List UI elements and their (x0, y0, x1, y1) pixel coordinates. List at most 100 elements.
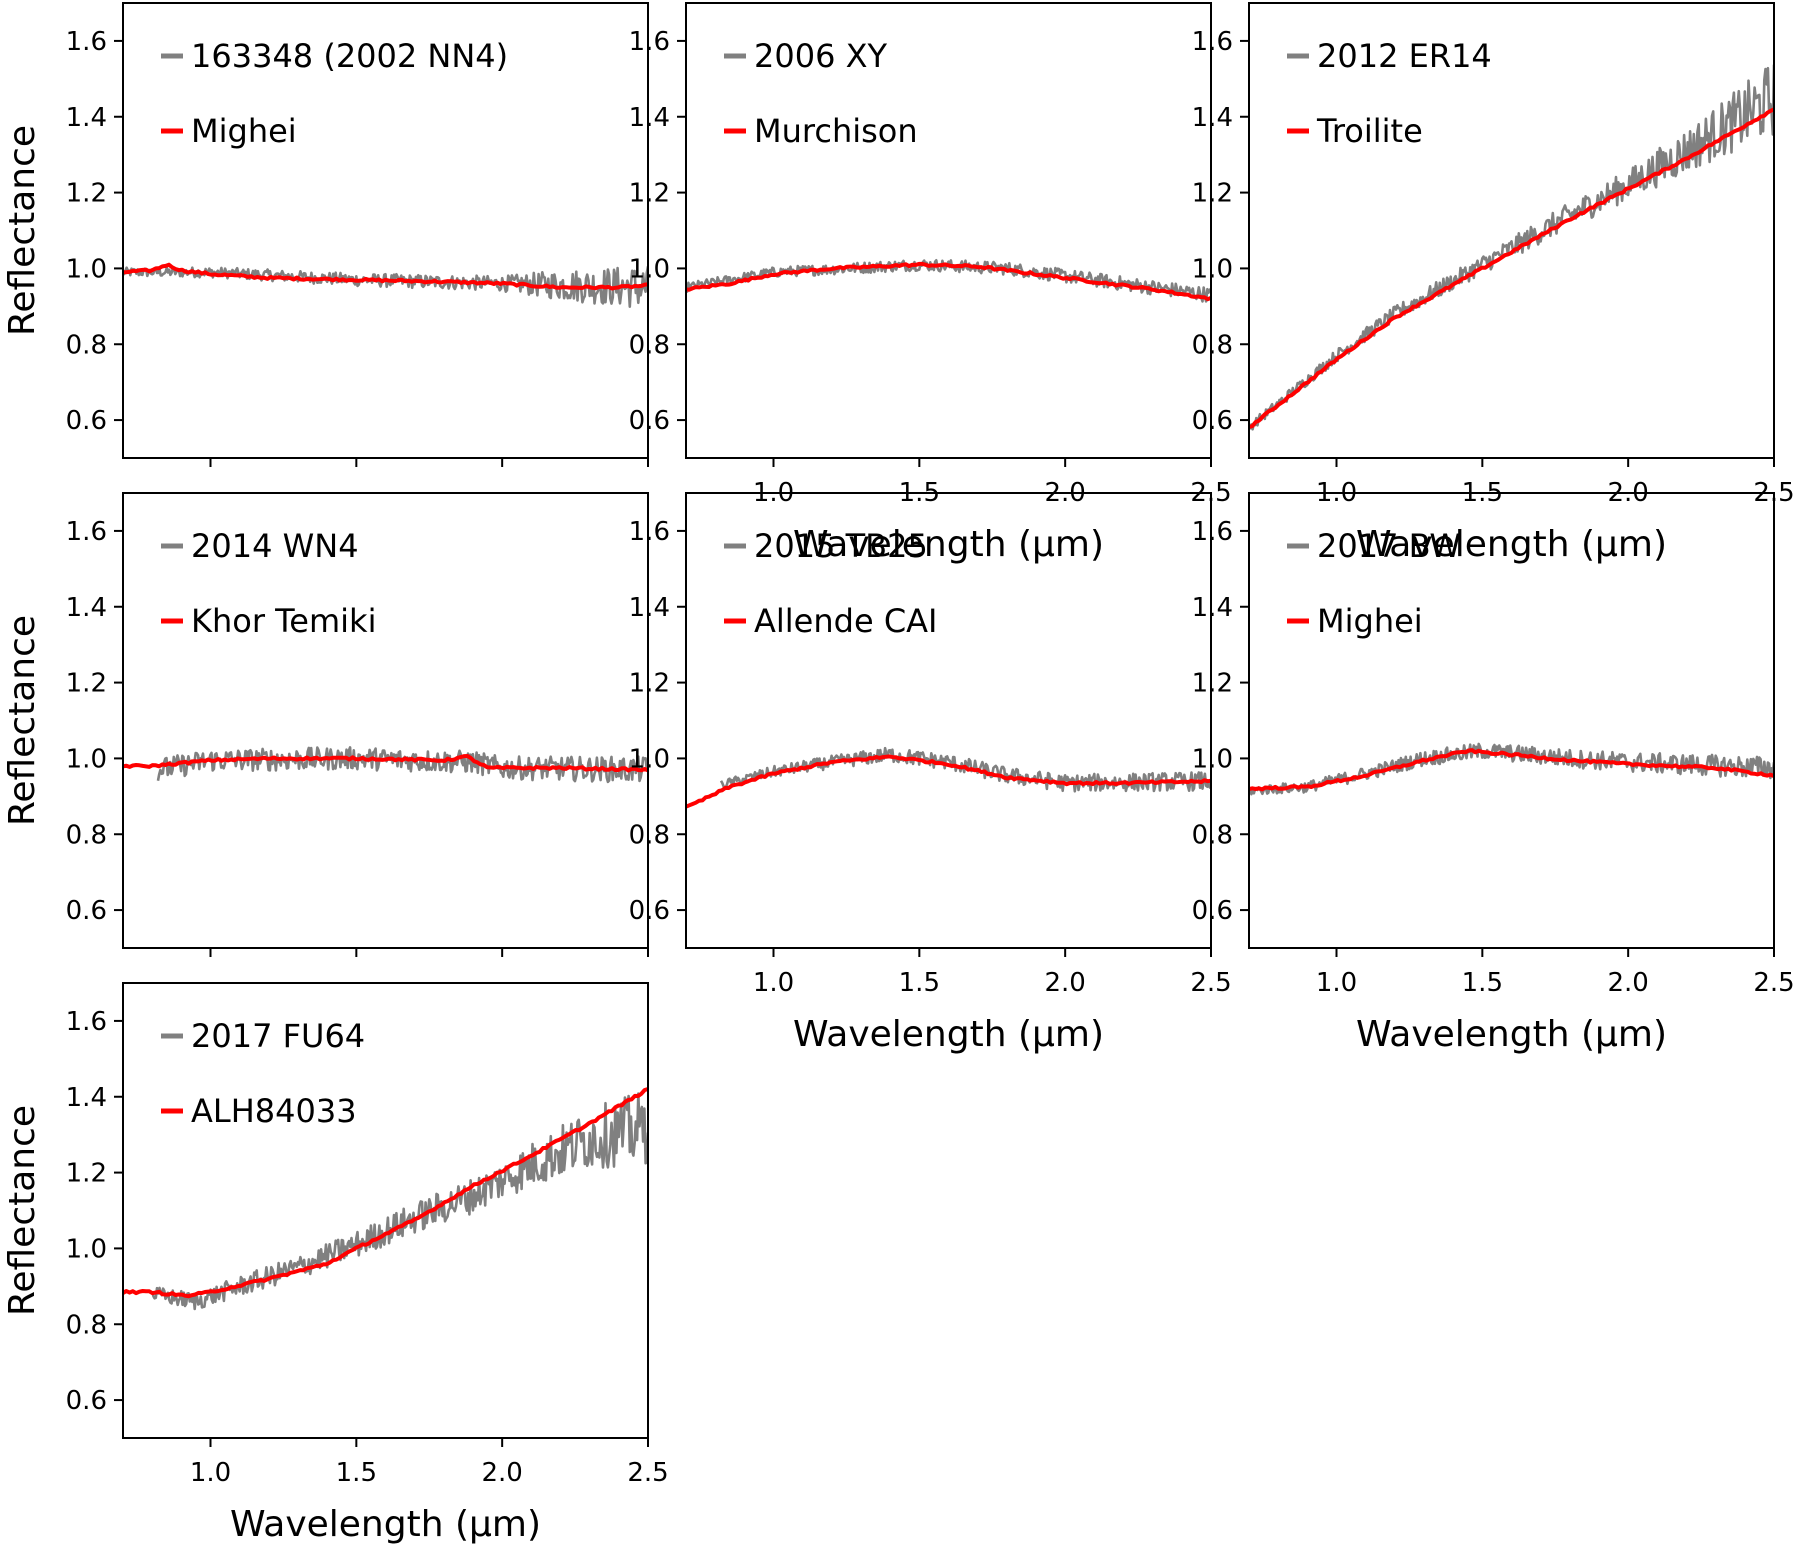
panel-2014-wn4: 0.6 0.8 1.0 1.2 1.4 1.6 Reflectance 2014 WN4 Kho… (2, 492, 649, 957)
y-tick-label: 0.8 (629, 330, 670, 360)
y-tick-label: 1.2 (66, 179, 107, 209)
legend: 2006 XY Murchison (724, 37, 918, 150)
x-tick-label: 2.0 (1044, 968, 1085, 998)
series-line-murchison (686, 261, 1211, 302)
y-tick-label: 1.0 (1192, 744, 1233, 774)
legend-label: Khor Temiki (191, 602, 376, 640)
y-tick-label: 0.8 (1192, 330, 1233, 360)
y-tick-label: 1.2 (629, 669, 670, 699)
x-axis-label: Wavelength (μm) (230, 1504, 541, 1545)
legend-label: Murchison (754, 112, 918, 150)
y-tick-label: 1.6 (66, 517, 107, 547)
series-line-troilite (1249, 107, 1774, 429)
x-axis-label: Wavelength (μm) (793, 1014, 1104, 1055)
y-axis-label: Reflectance (2, 1105, 43, 1316)
y-tick-label: 0.6 (66, 1386, 107, 1416)
axes-frame (122, 982, 649, 1439)
plot-area (686, 746, 1211, 809)
y-tick-label: 1.0 (629, 744, 670, 774)
x-tick-label: 1.0 (753, 968, 794, 998)
axes-frame (122, 492, 649, 949)
legend-label: Mighei (1317, 602, 1423, 640)
legend: 2017 BW Mighei (1287, 527, 1461, 640)
legend: 2015 TB25 Allende CAI (724, 527, 937, 640)
legend: 2014 WN4 Khor Temiki (161, 527, 376, 640)
series-line-2017-fu64 (150, 1092, 648, 1311)
y-tick-label: 1.0 (66, 254, 107, 284)
x-axis-label: Wavelength (μm) (793, 524, 1104, 565)
x-tick-label: 1.5 (899, 968, 940, 998)
y-tick-label: 1.4 (1192, 593, 1233, 623)
y-tick-label: 0.6 (1192, 406, 1233, 436)
x-tick-label: 1.5 (1462, 968, 1503, 998)
legend-label: 2012 ER14 (1317, 37, 1492, 75)
y-tick-label: 1.0 (1192, 254, 1233, 284)
y-tick-label: 1.0 (66, 1234, 107, 1264)
x-tick-label: 2.5 (1753, 968, 1794, 998)
y-axis-label: Reflectance (2, 615, 43, 826)
y-tick-label: 0.6 (629, 896, 670, 926)
series-line-2014-wn4 (156, 746, 648, 784)
y-axis-label: Reflectance (2, 125, 43, 336)
series-line-163348-2002-nn4 (123, 266, 648, 308)
y-tick-label: 0.8 (66, 1310, 107, 1340)
y-tick-label: 0.8 (66, 330, 107, 360)
y-tick-label: 1.4 (1192, 103, 1233, 133)
y-tick-label: 0.8 (66, 820, 107, 850)
legend-label: 163348 (2002 NN4) (191, 37, 508, 75)
plot-area (123, 746, 648, 784)
series-line-mighei (123, 262, 648, 291)
x-tick-label: 2.5 (627, 1458, 668, 1488)
axes-frame (1248, 2, 1775, 459)
y-tick-label: 1.0 (66, 744, 107, 774)
series-line-mighei (1249, 748, 1774, 792)
legend-label: 2015 TB25 (754, 527, 928, 565)
series-line-khor-temiki (123, 754, 648, 773)
legend: 2017 FU64 ALH84033 (161, 1017, 365, 1130)
y-tick-label: 1.4 (629, 593, 670, 623)
panel-2017-fu64: 0.6 0.8 1.0 1.2 1.4 1.6 1.0 1.5 2.0 2.5 Reflectanc… (2, 982, 669, 1545)
y-tick-label: 1.6 (66, 27, 107, 57)
y-tick-label: 1.4 (66, 593, 107, 623)
y-tick-label: 1.6 (66, 1007, 107, 1037)
y-tick-label: 1.2 (66, 1159, 107, 1189)
axes-frame (122, 2, 649, 459)
panel-2015-tb25: 0.6 0.8 1.0 1.2 1.4 1.6 1.0 1.5 2.0 2.5 Wavelength… (629, 492, 1232, 1055)
plot-area (686, 259, 1211, 303)
x-axis-label: Wavelength (μm) (1356, 524, 1667, 565)
legend-label: 2017 BW (1317, 527, 1461, 565)
y-tick-label: 1.4 (66, 1083, 107, 1113)
series-line-2017-bw (1249, 742, 1774, 796)
y-tick-label: 1.4 (66, 103, 107, 133)
legend-label: 2017 FU64 (191, 1017, 365, 1055)
y-tick-label: 1.0 (629, 254, 670, 284)
y-tick-label: 0.6 (629, 406, 670, 436)
y-tick-label: 1.6 (629, 27, 670, 57)
plot-area (123, 262, 648, 308)
y-tick-label: 0.6 (66, 896, 107, 926)
y-tick-label: 1.2 (1192, 669, 1233, 699)
y-tick-label: 1.4 (629, 103, 670, 133)
panel-2017-bw: 0.6 0.8 1.0 1.2 1.4 1.6 1.0 1.5 2.0 2.5 Wavelength… (1192, 492, 1795, 1055)
y-tick-label: 1.6 (1192, 517, 1233, 547)
x-tick-label: 1.0 (190, 1458, 231, 1488)
panel-2006-xy: 0.60.81.01.21.41.61.0 1.5 2.0 2.5Wavelength… (629, 2, 1232, 565)
legend-label: Mighei (191, 112, 297, 150)
axes-frame (685, 2, 1212, 459)
y-tick-label: 1.6 (629, 517, 670, 547)
y-tick-label: 1.6 (1192, 27, 1233, 57)
plot-area (1249, 64, 1774, 431)
plot-area (1249, 742, 1774, 796)
panel-163348-2002-nn4: 0.6 0.8 1.0 1.2 1.4 1.6 Reflectance 163348 (200… (2, 2, 649, 467)
x-tick-label: 2.0 (1607, 968, 1648, 998)
legend-label: 2006 XY (754, 37, 888, 75)
legend: 2012 ER14 Troilite (1287, 37, 1492, 150)
series-line-2015-tb25 (719, 746, 1211, 793)
legend-label: ALH84033 (191, 1092, 357, 1130)
y-tick-label: 0.8 (629, 820, 670, 850)
x-tick-label: 1.5 (336, 1458, 377, 1488)
series-line-alh84033 (123, 1087, 648, 1299)
panel-2012-er14: 0.60.81.01.21.41.61.0 1.5 2.0 2.5Wavelength… (1192, 2, 1795, 565)
axes-frame (1248, 492, 1775, 949)
